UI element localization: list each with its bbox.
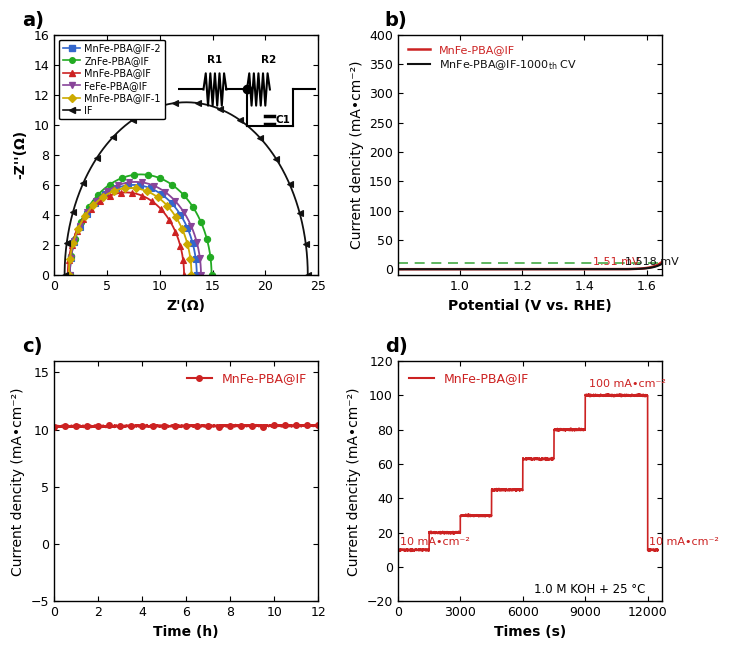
Text: c): c) bbox=[23, 337, 43, 356]
Y-axis label: -Z''(Ω): -Z''(Ω) bbox=[14, 130, 28, 179]
Text: d): d) bbox=[385, 337, 407, 356]
Text: 1.518 mV: 1.518 mV bbox=[625, 257, 679, 267]
Text: b): b) bbox=[385, 11, 407, 30]
X-axis label: Time (h): Time (h) bbox=[153, 625, 219, 639]
Y-axis label: Current dencity (mA•cm⁻²): Current dencity (mA•cm⁻²) bbox=[11, 387, 25, 575]
Y-axis label: Current dencity (mA•cm⁻²): Current dencity (mA•cm⁻²) bbox=[350, 60, 364, 249]
Y-axis label: Current dencity (mA•cm⁻²): Current dencity (mA•cm⁻²) bbox=[347, 387, 361, 575]
Legend: MnFe-PBA@IF: MnFe-PBA@IF bbox=[404, 367, 534, 390]
X-axis label: Z'(Ω): Z'(Ω) bbox=[166, 298, 206, 313]
Text: 1.0 M KOH + 25 °C: 1.0 M KOH + 25 °C bbox=[534, 583, 645, 596]
Text: a): a) bbox=[23, 11, 45, 30]
Legend: MnFe-PBA@IF: MnFe-PBA@IF bbox=[182, 367, 312, 390]
Text: 10 mA•cm⁻²: 10 mA•cm⁻² bbox=[400, 536, 470, 547]
Legend: MnFe-PBA@IF-2, ZnFe-PBA@IF, MnFe-PBA@IF, FeFe-PBA@IF, MnFe-PBA@IF-1, IF: MnFe-PBA@IF-2, ZnFe-PBA@IF, MnFe-PBA@IF,… bbox=[59, 40, 165, 120]
Text: 100 mA•cm⁻²: 100 mA•cm⁻² bbox=[589, 378, 666, 389]
Text: 10 mA•cm⁻²: 10 mA•cm⁻² bbox=[649, 536, 718, 547]
X-axis label: Times (s): Times (s) bbox=[494, 625, 566, 639]
Text: 1.51 mV: 1.51 mV bbox=[593, 257, 639, 267]
Legend: MnFe-PBA@IF, MnFe-PBA@IF-1000$_\mathregular{th}$ CV: MnFe-PBA@IF, MnFe-PBA@IF-1000$_\mathregu… bbox=[404, 40, 582, 76]
X-axis label: Potential (V vs. RHE): Potential (V vs. RHE) bbox=[448, 298, 612, 313]
